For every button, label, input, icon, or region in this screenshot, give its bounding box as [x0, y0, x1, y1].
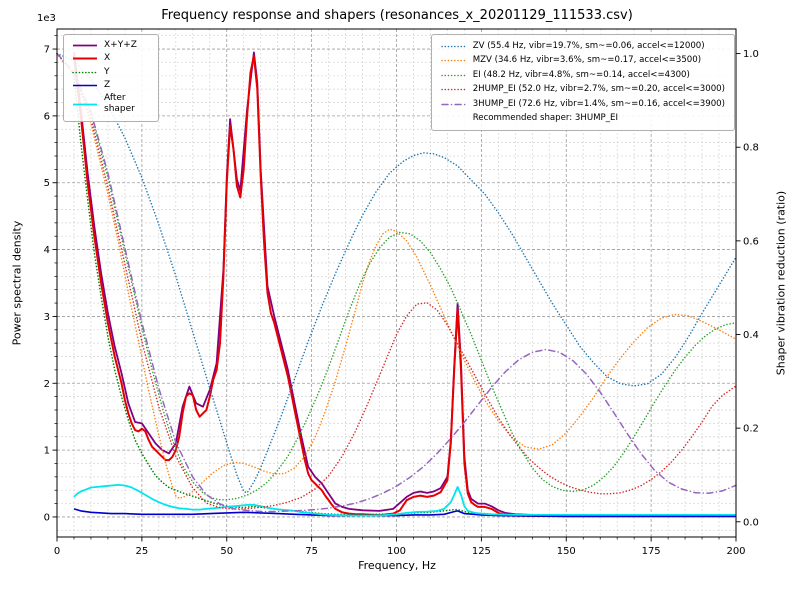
y-right-tick-label: 0.0 — [743, 517, 759, 528]
chart-title: Frequency response and shapers (resonanc… — [161, 8, 633, 23]
x-tick-label: 150 — [557, 546, 576, 557]
series-2hump-ei — [56, 52, 737, 510]
legend-item-label: X+Y+Z — [104, 40, 137, 50]
x-tick-label: 0 — [54, 546, 60, 557]
legend-item-label: ZV (55.4 Hz, vibr=19.7%, sm~=0.06, accel… — [472, 41, 705, 51]
series-x — [73, 54, 736, 518]
y-left-tick-label: 6 — [44, 111, 50, 122]
series-lines — [56, 51, 737, 518]
x-axis-label: Frequency, Hz — [358, 559, 436, 572]
y-axis-label-left: Power spectral density — [10, 220, 24, 346]
y-right-tick-label: 0.4 — [743, 330, 759, 341]
y-axis-label-right: Shaper vibration reduction (ratio) — [774, 190, 788, 376]
legend-item: 2HUMP_EI (52.0 Hz, vibr=2.7%, sm~=0.20, … — [440, 83, 725, 95]
x-tick-label: 50 — [220, 546, 233, 557]
legend-item: EI (48.2 Hz, vibr=4.8%, sm~=0.14, accel<… — [440, 69, 725, 81]
y-right-tick-label: 0.8 — [743, 143, 759, 154]
legend-psd: X+Y+Z X Y Z After shaper — [63, 34, 159, 122]
legend-shapers: ZV (55.4 Hz, vibr=19.7%, sm~=0.06, accel… — [430, 34, 735, 132]
y-right-tick-label: 0.2 — [743, 424, 759, 435]
legend-item-label: EI (48.2 Hz, vibr=4.8%, sm~=0.14, accel<… — [472, 69, 690, 80]
legend-line-sample — [440, 74, 467, 76]
y-axis-offset-text: 1e3 — [37, 13, 56, 24]
legend-item: X+Y+Z — [72, 40, 150, 51]
legend-item-label: Y — [104, 66, 110, 77]
y-left-tick-label: 0 — [44, 512, 50, 523]
legend-line-sample — [73, 57, 97, 60]
legend-note: Recommended shaper: 3HUMP_EI — [472, 113, 618, 124]
series-mzv — [56, 52, 737, 500]
legend-line-sample — [73, 84, 97, 87]
y-left-tick-label: 2 — [44, 379, 50, 390]
x-tick-label: 75 — [305, 546, 318, 557]
legend-line-sample — [73, 44, 97, 47]
legend-line-sample — [73, 103, 97, 106]
y-left-tick-label: 5 — [44, 178, 50, 189]
legend-line-sample — [440, 45, 467, 47]
y-right-tick-label: 0.6 — [743, 236, 759, 247]
y-left-tick-label: 4 — [44, 245, 50, 256]
legend-item-label: 2HUMP_EI (52.0 Hz, vibr=2.7%, sm~=0.20, … — [472, 84, 725, 95]
legend-line-sample — [72, 71, 98, 73]
x-tick-label: 25 — [136, 546, 149, 557]
legend-item: Z — [72, 80, 150, 91]
legend-item: Y — [72, 67, 150, 78]
legend-item-label: X — [104, 53, 111, 64]
series-3hump-ei — [56, 52, 737, 513]
legend-item-label: 3HUMP_EI (72.6 Hz, vibr=1.4%, sm~=0.16, … — [472, 98, 725, 109]
legend-item: After shaper — [72, 93, 150, 116]
legend-item-label: MZV (34.6 Hz, vibr=3.6%, sm~=0.17, accel… — [472, 55, 702, 66]
legend-item: X — [72, 53, 150, 64]
legend-item: 3HUMP_EI (72.6 Hz, vibr=1.4%, sm~=0.16, … — [440, 98, 725, 110]
y-left-tick-label: 7 — [44, 45, 50, 56]
y-right-tick-label: 1.0 — [743, 49, 759, 60]
y-left-tick-label: 3 — [44, 312, 50, 323]
axis-ticks: 0 25 50 75 100 125 150 175 200 0 1 2 3 4 5 6 7 0.0 0.2 0.4 0… — [44, 35, 759, 557]
x-tick-label: 175 — [642, 546, 661, 557]
legend-line-sample — [440, 88, 467, 91]
series-zv — [56, 52, 737, 494]
series-x-y-z — [73, 51, 736, 517]
legend-item: ZV (55.4 Hz, vibr=19.7%, sm~=0.06, accel… — [440, 40, 725, 52]
legend-line-sample — [440, 103, 467, 105]
legend-line-sample — [440, 59, 467, 62]
x-tick-label: 125 — [472, 546, 491, 557]
x-tick-label: 100 — [387, 546, 406, 557]
x-tick-label: 200 — [726, 546, 745, 557]
legend-item: MZV (34.6 Hz, vibr=3.6%, sm~=0.17, accel… — [440, 54, 725, 66]
legend-item-label: After shaper — [104, 93, 135, 115]
y-left-tick-label: 1 — [44, 446, 50, 457]
legend-item-label: Z — [104, 79, 111, 90]
